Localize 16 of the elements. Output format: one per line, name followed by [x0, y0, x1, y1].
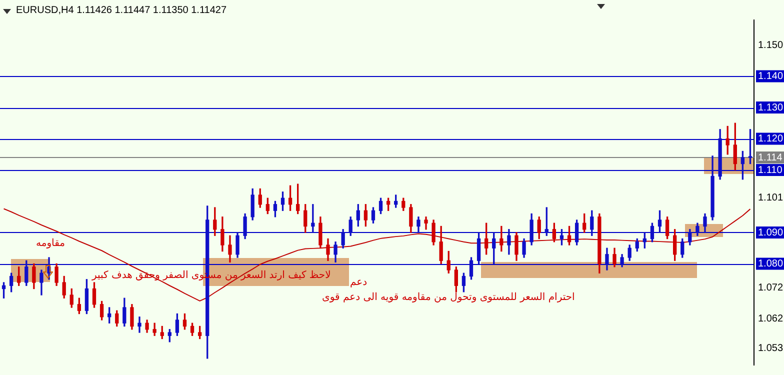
ref-line-label: 1.090: [758, 227, 784, 238]
y-tick-label: 1.053: [758, 343, 784, 354]
annotation: مقاومه: [36, 238, 66, 249]
ref-line-label: 1.130: [758, 102, 784, 114]
ref-line-label: 1.110: [758, 164, 783, 176]
y-tick-label: 1.062: [758, 314, 784, 324]
ref-line-label: 1.140: [758, 71, 784, 82]
y-tick-label: 1.150: [758, 40, 784, 51]
chart-title: EURUSD,H4 1.11426 1.11447 1.11350 1.11427: [16, 5, 227, 16]
annotation: دعم: [350, 277, 368, 288]
ref-line-label: 1.120: [758, 134, 784, 144]
y-tick-label: 1.101: [758, 192, 784, 204]
y-tick-label: 1.072: [758, 282, 784, 294]
annotation: احترام السعر للمستوى وتحول من مقاومه قويه الى دعم قوى: [322, 292, 575, 303]
ref-line-label: 1.114: [758, 152, 783, 164]
ref-line-label: 1.080: [758, 258, 784, 270]
